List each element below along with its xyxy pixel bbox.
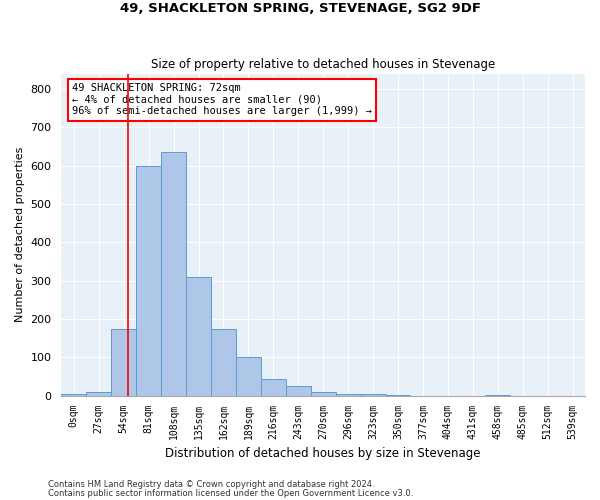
Bar [485,394,510,396]
Title: Size of property relative to detached houses in Stevenage: Size of property relative to detached ho… [151,58,496,71]
Bar [111,328,136,396]
Bar [286,386,311,396]
Text: Contains public sector information licensed under the Open Government Licence v3: Contains public sector information licen… [48,488,413,498]
Y-axis label: Number of detached properties: Number of detached properties [15,147,25,322]
Bar [136,166,161,396]
Bar [361,394,386,396]
Bar [261,378,286,396]
Bar [335,394,361,396]
X-axis label: Distribution of detached houses by size in Stevenage: Distribution of detached houses by size … [166,447,481,460]
Bar [386,394,410,396]
Bar [311,392,335,396]
Bar [161,152,186,396]
Bar [86,392,111,396]
Text: Contains HM Land Registry data © Crown copyright and database right 2024.: Contains HM Land Registry data © Crown c… [48,480,374,489]
Text: 49, SHACKLETON SPRING, STEVENAGE, SG2 9DF: 49, SHACKLETON SPRING, STEVENAGE, SG2 9D… [119,2,481,16]
Bar [61,394,86,396]
Text: 49 SHACKLETON SPRING: 72sqm
← 4% of detached houses are smaller (90)
96% of semi: 49 SHACKLETON SPRING: 72sqm ← 4% of deta… [72,83,372,116]
Bar [211,328,236,396]
Bar [186,277,211,396]
Bar [236,358,261,396]
